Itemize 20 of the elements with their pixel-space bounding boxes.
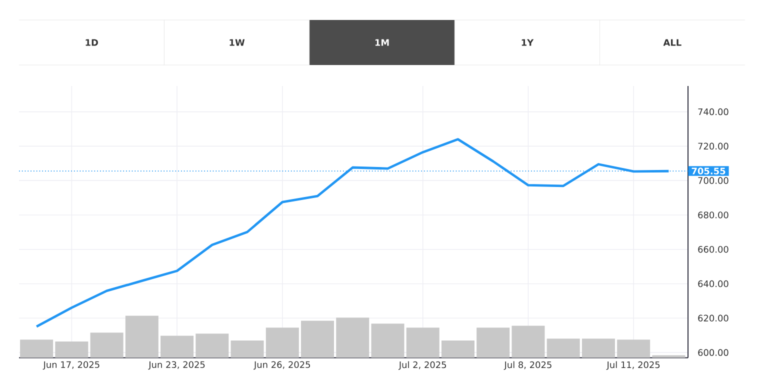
y-tick-label: 640.00: [698, 280, 728, 288]
x-tick-label: Jul 2, 2025: [398, 361, 446, 370]
y-tick-label: 740.00: [698, 108, 728, 116]
text: 1Y: [522, 39, 534, 46]
x-tick-label: Jul 11, 2025: [606, 361, 660, 370]
ref-line-label: 705.55: [692, 168, 726, 174]
text: 1D: [86, 39, 98, 46]
y-tick-label: 620.00: [698, 314, 728, 322]
text: ALL: [663, 39, 682, 46]
x-tick-label: Jun 17, 2025: [42, 361, 100, 370]
text: 1W: [230, 39, 245, 46]
x-tick-label: Jun 26, 2025: [254, 361, 310, 370]
x-tick-label: Jul 8, 2025: [504, 361, 552, 370]
y-tick-label: 720.00: [698, 142, 728, 150]
y-tick-label: 660.00: [698, 246, 728, 253]
y-tick-label: 680.00: [698, 212, 728, 218]
y-tick-label: 600.00: [698, 349, 728, 356]
text: 1M: [375, 39, 389, 46]
x-tick-label: Jun 23, 2025: [148, 361, 205, 370]
y-tick-label: 700.00: [698, 177, 728, 184]
